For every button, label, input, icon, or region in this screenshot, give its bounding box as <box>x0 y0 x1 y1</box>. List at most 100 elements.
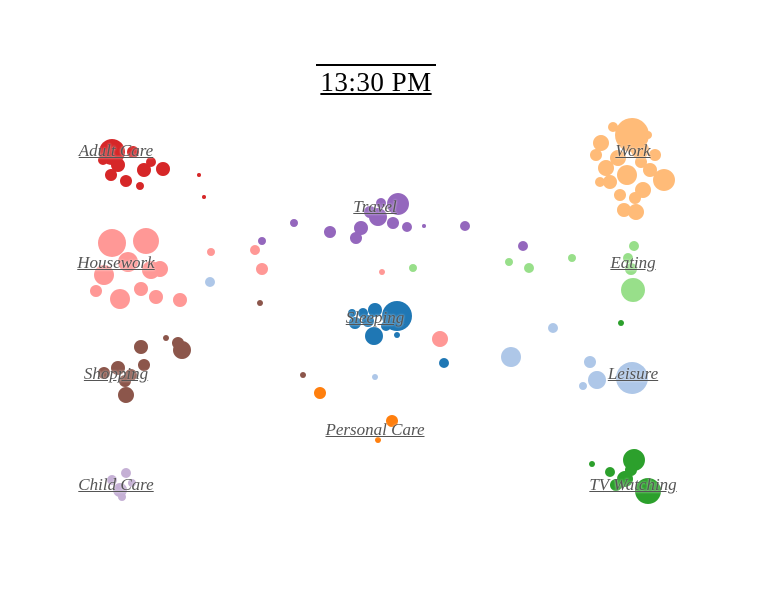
bubble-tv-watching <box>605 467 615 477</box>
bubble-work <box>610 150 626 166</box>
bubble-tv-watching <box>625 464 637 476</box>
bubble-leisure <box>579 382 587 390</box>
bubble-sleeping <box>394 332 400 338</box>
category-label-tv-watching: TV Watching <box>589 475 677 494</box>
bubble-sleeping <box>381 321 391 331</box>
bubble-shopping <box>172 337 184 349</box>
bubble-travel <box>364 206 376 218</box>
bubble-housework <box>98 229 126 257</box>
bubble-work <box>593 135 609 151</box>
bubble-travel <box>518 241 528 251</box>
bubble-travel <box>376 198 386 208</box>
bubble-leisure <box>205 277 215 287</box>
bubble-travel <box>354 221 368 235</box>
bubble-housework <box>173 293 187 307</box>
bubble-housework <box>250 245 260 255</box>
bubble-eating <box>621 278 645 302</box>
bubble-sleeping <box>348 309 356 317</box>
bubble-shopping <box>118 387 134 403</box>
bubble-leisure <box>372 374 378 380</box>
bubble-child-care <box>128 479 136 487</box>
category-label-child-care: Child Care <box>78 475 154 494</box>
bubble-work <box>598 160 614 176</box>
bubble-work <box>608 122 618 132</box>
bubble-leisure <box>616 362 648 394</box>
bubble-adult-care <box>146 157 156 167</box>
bubble-eating <box>629 241 639 251</box>
bubble-work <box>643 163 657 177</box>
bubble-sleeping <box>358 308 368 318</box>
bubble-work <box>603 175 617 189</box>
bubble-housework <box>94 265 114 285</box>
bubble-adult-care <box>202 195 206 199</box>
bubble-adult-care <box>120 175 132 187</box>
bubble-travel <box>258 237 266 245</box>
bubble-shopping <box>98 367 110 379</box>
bubble-child-care <box>107 475 117 485</box>
category-label-adult-care: Adult Care <box>78 141 154 160</box>
category-label-housework: Housework <box>77 253 155 272</box>
bubble-sleeping <box>365 327 383 345</box>
category-label-sleeping: Sleeping <box>345 308 405 327</box>
bubble-shopping <box>134 340 148 354</box>
bubble-personal-care <box>314 387 326 399</box>
clock-time-title: 13:30 PM <box>316 64 436 98</box>
bubble-housework <box>118 252 138 272</box>
category-label-travel: Travel <box>353 197 397 216</box>
bubble-travel <box>422 224 426 228</box>
bubble-eating <box>623 253 633 263</box>
bubble-travel <box>324 226 336 238</box>
bubble-travel <box>387 217 399 229</box>
bubble-housework <box>152 261 168 277</box>
bubble-eating <box>505 258 513 266</box>
bubble-shopping <box>257 300 263 306</box>
bubble-sleeping <box>362 315 374 327</box>
bubble-leisure <box>584 356 596 368</box>
category-label-eating: Eating <box>610 253 656 272</box>
bubble-work <box>629 192 641 204</box>
bubble-housework <box>207 248 215 256</box>
bubble-leisure <box>501 347 521 367</box>
bubble-work <box>628 204 644 220</box>
bubble-work <box>644 131 652 139</box>
bubble-shopping <box>111 361 125 375</box>
bubble-work <box>631 141 649 159</box>
bubble-personal-care <box>386 415 398 427</box>
bubble-work <box>595 177 605 187</box>
bubble-work <box>649 149 661 161</box>
bubble-sleeping <box>349 317 361 329</box>
bubble-housework <box>149 290 163 304</box>
bubble-sleeping <box>439 358 449 368</box>
bubble-child-care <box>118 493 126 501</box>
bubble-eating <box>568 254 576 262</box>
bubble-child-care <box>121 468 131 478</box>
bubble-work <box>590 149 602 161</box>
bubble-adult-care <box>98 155 108 165</box>
bubble-work <box>617 203 631 217</box>
bubble-shopping <box>163 335 169 341</box>
bubble-shopping <box>119 375 131 387</box>
bubble-tv-watching <box>610 479 622 491</box>
bubble-adult-care <box>105 169 117 181</box>
bubble-work <box>617 165 637 185</box>
bubble-work <box>635 156 647 168</box>
bubble-adult-care <box>127 146 139 158</box>
bubble-travel <box>290 219 298 227</box>
bubble-eating <box>409 264 417 272</box>
bubble-work <box>653 169 675 191</box>
category-label-personal-care: Personal Care <box>325 420 425 439</box>
bubble-leisure <box>548 323 558 333</box>
bubble-travel <box>402 222 412 232</box>
bubble-housework <box>432 331 448 347</box>
bubble-travel <box>460 221 470 231</box>
bubble-shopping <box>138 359 150 371</box>
bubble-tv-watching <box>635 478 661 504</box>
bubble-housework <box>110 289 130 309</box>
bubble-leisure <box>588 371 606 389</box>
bubble-tv-watching <box>618 320 624 326</box>
bubble-adult-care <box>111 158 125 172</box>
bubble-adult-care <box>136 182 144 190</box>
category-label-shopping: Shopping <box>83 364 149 383</box>
